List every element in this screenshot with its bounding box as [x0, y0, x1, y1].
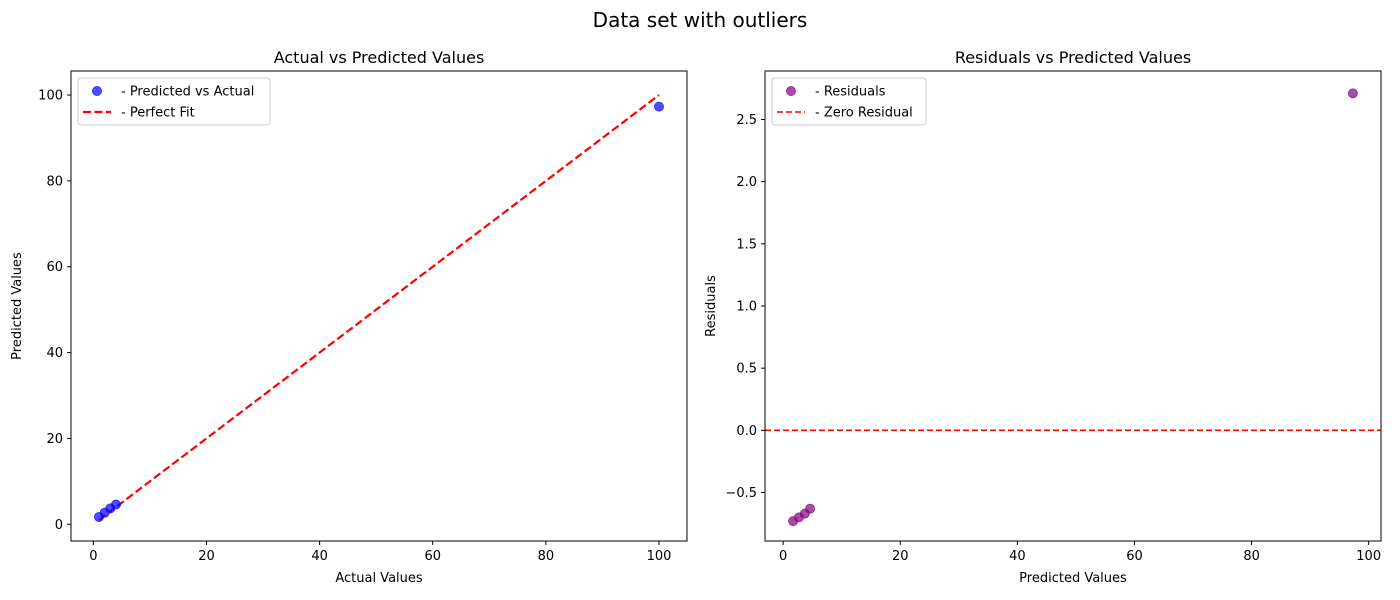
right-x-tick-label: 0 — [779, 549, 787, 564]
right-y-tick-label: 1.5 — [736, 237, 757, 252]
left-chart-title: Actual vs Predicted Values — [274, 48, 485, 67]
left-y-axis-label: Predicted Values — [10, 252, 25, 360]
right-y-axis-label: Residuals — [704, 275, 719, 337]
right-legend-label: - Zero Residual — [815, 106, 913, 121]
left-plot-area — [94, 94, 665, 522]
left-legend-box — [77, 77, 271, 126]
right-legend-label: - Residuals — [815, 85, 886, 100]
left-perfect-fit-line — [98, 94, 660, 521]
right-legend: - Residuals - Zero Residual — [771, 77, 927, 126]
right-data-point — [805, 503, 816, 514]
left-y-tick-label: 40 — [46, 346, 63, 361]
left-y-tick-label: 60 — [46, 260, 63, 275]
left-x-tick-label: 60 — [424, 549, 441, 564]
left-y-tick-label: 20 — [46, 432, 63, 447]
left-x-tick-label: 40 — [311, 549, 328, 564]
left-x-axis-label: Actual Values — [335, 571, 423, 586]
right-data-point — [1347, 88, 1358, 99]
left-y-tick-label: 100 — [38, 89, 63, 104]
right-y-tick-label: −0.5 — [725, 486, 757, 501]
right-legend-box — [771, 77, 927, 126]
left-x-tick-label: 100 — [647, 549, 672, 564]
right-panel: Residuals vs Predicted Values 0 20 40 60 80 10… — [704, 48, 1382, 586]
right-y-tick-label: 1.0 — [736, 300, 757, 315]
left-data-point — [110, 499, 121, 510]
right-y-tick-label: 2.0 — [736, 175, 757, 190]
right-chart-title: Residuals vs Predicted Values — [955, 48, 1191, 67]
right-x-tick-label: 60 — [1126, 549, 1143, 564]
left-y-tick-label: 80 — [46, 174, 63, 189]
right-plot-area — [765, 88, 1381, 527]
right-legend-marker — [786, 86, 797, 97]
left-x-tick-label: 0 — [89, 549, 97, 564]
right-x-tick-label: 40 — [1009, 549, 1026, 564]
right-axes-frame — [764, 70, 1382, 542]
left-legend-marker — [92, 86, 103, 97]
right-x-tick-label: 20 — [892, 549, 909, 564]
right-y-tick-label: 2.5 — [736, 113, 757, 128]
left-panel: Actual vs Predicted Values 0 20 40 60 80 100 0 2… — [10, 48, 688, 586]
right-x-tick-label: 100 — [1356, 549, 1381, 564]
left-x-tick-label: 20 — [198, 549, 215, 564]
figure-suptitle: Data set with outliers — [593, 8, 808, 32]
left-legend: - Predicted vs Actual - Perfect Fit — [77, 77, 271, 126]
left-legend-label: - Predicted vs Actual — [121, 85, 254, 100]
left-x-tick-label: 80 — [538, 549, 555, 564]
right-x-tick-label: 80 — [1243, 549, 1260, 564]
right-x-axis-label: Predicted Values — [1019, 571, 1127, 586]
left-legend-label: - Perfect Fit — [121, 106, 195, 121]
right-y-tick-label: 0.5 — [736, 362, 757, 377]
left-axes-frame — [70, 70, 688, 542]
right-y-tick-label: 0.0 — [736, 424, 757, 439]
left-data-point — [654, 101, 665, 112]
left-y-tick-label: 0 — [55, 518, 63, 533]
